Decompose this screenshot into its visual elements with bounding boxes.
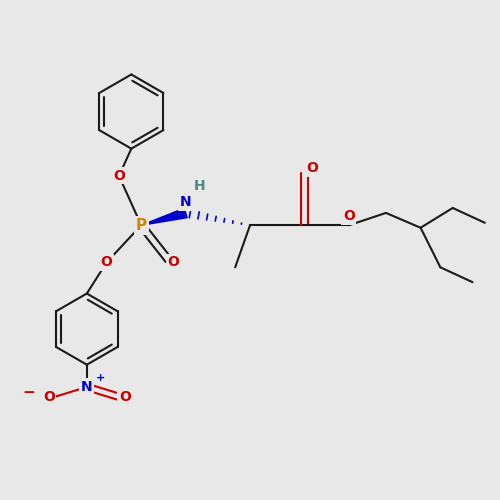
Text: O: O (306, 162, 318, 175)
Text: O: O (343, 210, 355, 224)
Text: H: H (194, 178, 205, 192)
Text: N: N (81, 380, 92, 394)
Text: O: O (119, 390, 131, 404)
Polygon shape (141, 208, 187, 226)
Text: O: O (100, 256, 112, 270)
Text: P: P (136, 218, 147, 233)
Text: O: O (168, 256, 179, 270)
Text: N: N (180, 195, 192, 209)
Text: −: − (22, 386, 36, 400)
Text: +: + (96, 373, 106, 383)
Text: O: O (113, 169, 125, 183)
Text: O: O (43, 390, 54, 404)
